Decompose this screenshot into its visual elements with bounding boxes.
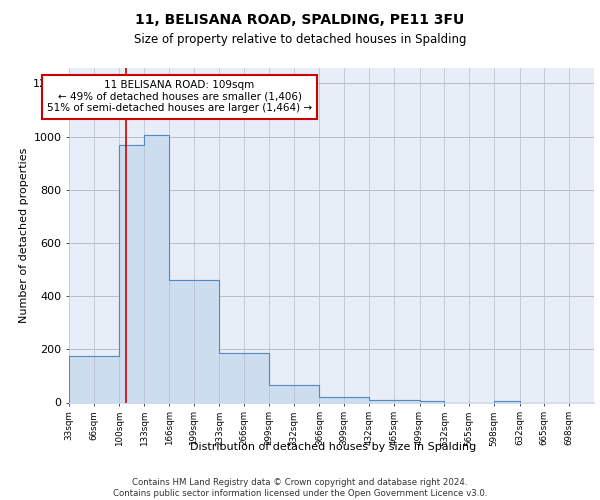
Text: Contains HM Land Registry data © Crown copyright and database right 2024.
Contai: Contains HM Land Registry data © Crown c… (113, 478, 487, 498)
Text: 11 BELISANA ROAD: 109sqm
← 49% of detached houses are smaller (1,406)
51% of sem: 11 BELISANA ROAD: 109sqm ← 49% of detach… (47, 80, 312, 114)
Text: 11, BELISANA ROAD, SPALDING, PE11 3FU: 11, BELISANA ROAD, SPALDING, PE11 3FU (136, 12, 464, 26)
Y-axis label: Number of detached properties: Number of detached properties (19, 148, 29, 322)
Text: Distribution of detached houses by size in Spalding: Distribution of detached houses by size … (190, 442, 476, 452)
Text: Size of property relative to detached houses in Spalding: Size of property relative to detached ho… (134, 32, 466, 46)
